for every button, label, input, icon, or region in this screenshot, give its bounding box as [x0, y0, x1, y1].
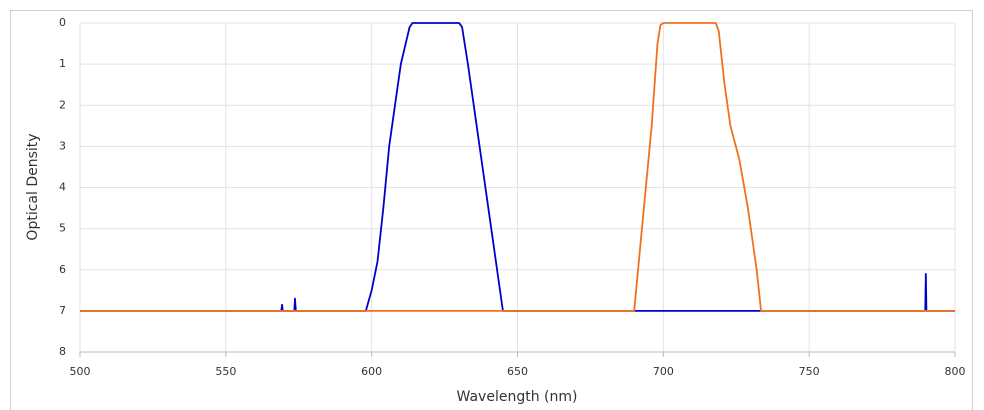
y-tick-label: 4 — [59, 181, 66, 194]
y-tick-label: 8 — [59, 345, 66, 358]
x-axis-label: Wavelength (nm) — [457, 389, 578, 405]
y-axis-label: Optical Density — [25, 133, 41, 240]
series-line — [80, 22, 955, 312]
y-tick-label: 1 — [59, 57, 66, 70]
x-tick-label: 600 — [361, 365, 382, 378]
chart-frame — [10, 10, 973, 410]
y-tick-label: 0 — [59, 16, 66, 29]
y-tick-label: 3 — [59, 139, 66, 152]
x-tick-label: 550 — [215, 365, 236, 378]
x-tick-label: 750 — [799, 365, 820, 378]
x-tick-label: 800 — [945, 365, 966, 378]
y-tick-label: 2 — [59, 98, 66, 111]
y-tick-label: 7 — [59, 304, 66, 317]
y-tick-label: 5 — [59, 222, 66, 235]
x-tick-label: 650 — [507, 365, 528, 378]
series-line — [80, 22, 955, 312]
x-tick-label: 700 — [653, 365, 674, 378]
y-tick-label: 6 — [59, 263, 66, 276]
x-tick-label: 500 — [70, 365, 91, 378]
